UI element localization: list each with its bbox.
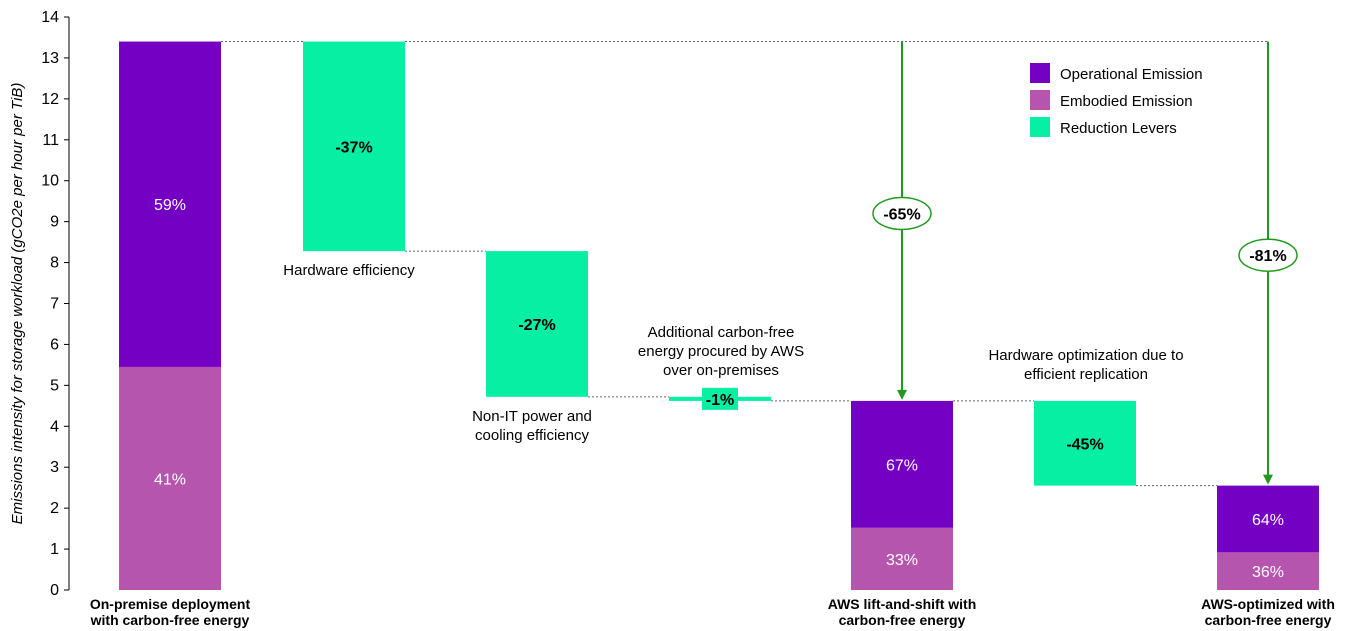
y-tick-label: 4: [50, 418, 59, 435]
operational-share-label: 64%: [1252, 512, 1284, 529]
category-labels: On-premise deployment with carbon-free en…: [90, 596, 1335, 628]
category-label: AWS lift-and-shift with carbon-free energ…: [828, 596, 977, 628]
arrow-label: -65%: [883, 206, 920, 223]
y-tick-label: 10: [41, 173, 59, 190]
reduction-value-badge: [702, 387, 738, 410]
y-tick-label: 14: [41, 9, 59, 26]
legend-label: Embodied Emission: [1060, 93, 1193, 110]
operational-bar: [851, 400, 953, 528]
category-label: On-premise deployment with carbon-free en…: [90, 596, 251, 628]
arrowhead-icon: [897, 389, 907, 400]
reduction-value-label: -27%: [518, 317, 555, 334]
y-tick-label: 9: [50, 214, 59, 231]
y-tick-label: 5: [50, 377, 59, 394]
reduction-bar: [486, 251, 588, 397]
reduction-value-label: -37%: [335, 139, 372, 156]
reduction-annotation: Non-IT power and cooling efficiency: [472, 408, 592, 444]
y-tick-label: 2: [50, 500, 59, 517]
reduction-bar: [303, 41, 405, 252]
operational-share-label: 67%: [886, 457, 918, 474]
embodied-bar: [1217, 552, 1319, 590]
y-tick-label: 1: [50, 541, 59, 558]
legend-swatch: [1030, 90, 1050, 110]
embodied-bar: [119, 366, 221, 590]
arrowhead-icon: [1263, 474, 1273, 485]
embodied-share-label: 33%: [886, 552, 918, 569]
y-tick-label: 12: [41, 91, 59, 108]
arrow-label-badge: [872, 196, 932, 231]
arrow-label: -81%: [1249, 248, 1286, 265]
reduction-annotation: Hardware optimization due to efficient re…: [988, 347, 1183, 383]
bars: 41% 59% -37% -27% -1% 33% 67% -45% 36% 64%: [119, 41, 1319, 590]
reduction-annotation: Hardware efficiency: [283, 262, 415, 279]
operational-bar: [119, 41, 221, 367]
y-tick-label: 0: [50, 582, 59, 599]
y-tick-label: 8: [50, 255, 59, 272]
y-tick-label: 13: [41, 50, 59, 67]
y-tick-label: 11: [42, 132, 59, 149]
y-axis-label: Emissions intensity for storage workload…: [9, 83, 26, 525]
reduction-value-label: -1%: [706, 392, 734, 409]
legend-swatch: [1030, 117, 1050, 137]
reduction-annotation: Additional carbon-free energy procured by…: [638, 324, 804, 379]
annotations: Hardware efficiency Non-IT power and cooli…: [283, 262, 1183, 444]
reduction-value-label: -45%: [1066, 436, 1103, 453]
connector-lines: [221, 41, 1268, 487]
embodied-bar: [851, 527, 953, 590]
y-tick-label: 7: [50, 296, 59, 313]
legend: Operational Emission Embodied Emission Red…: [1030, 63, 1203, 137]
legend-label: Operational Emission: [1060, 66, 1203, 83]
category-label: AWS-optimized with carbon-free energy: [1201, 596, 1335, 628]
y-tick-label: 6: [50, 336, 59, 353]
operational-bar: [1217, 485, 1319, 553]
reduction-arrows: -65% -81%: [872, 41, 1298, 485]
operational-share-label: 59%: [154, 197, 186, 214]
reduction-bar: [1034, 400, 1136, 486]
y-tick-label: 3: [50, 459, 59, 476]
embodied-share-label: 41%: [154, 471, 186, 488]
legend-swatch: [1030, 63, 1050, 83]
legend-label: Reduction Levers: [1060, 120, 1177, 137]
arrow-label-badge: [1238, 238, 1298, 272]
embodied-share-label: 36%: [1252, 564, 1284, 581]
